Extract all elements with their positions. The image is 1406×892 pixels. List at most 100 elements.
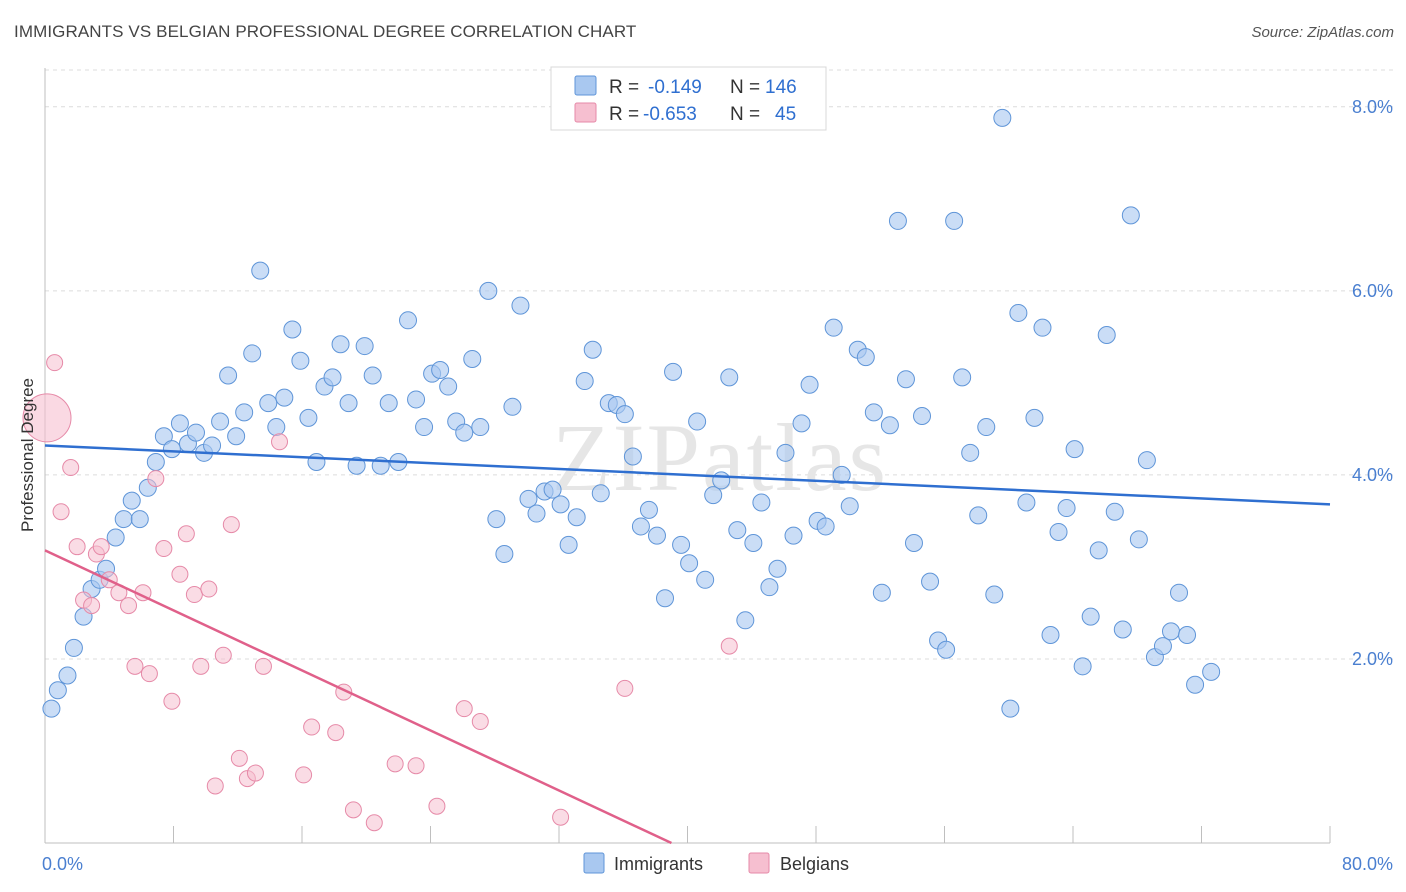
immigrant-point-67 <box>583 340 602 359</box>
immigrant-point-66 <box>575 372 594 391</box>
belgian-point-24 <box>222 516 240 534</box>
immigrant-point-8 <box>106 528 125 547</box>
immigrant-point-64 <box>559 535 578 554</box>
immigrant-point-44 <box>399 311 418 330</box>
belgian-point-31 <box>303 718 321 736</box>
belgian-point-34 <box>344 801 362 819</box>
immigrant-point-116 <box>977 418 996 437</box>
immigrant-point-122 <box>1025 408 1044 427</box>
immigrant-point-141 <box>1178 626 1197 645</box>
immigrant-point-136 <box>1137 451 1156 470</box>
immigrant-point-128 <box>1073 657 1092 676</box>
belgian-point-35 <box>365 814 383 832</box>
bottom-legend-immigrants: Immigrants <box>614 854 703 874</box>
immigrant-point-28 <box>267 418 286 437</box>
y-tick-label-0: 2.0% <box>1352 649 1393 669</box>
immigrant-point-135 <box>1129 530 1148 549</box>
belgian-point-32 <box>327 724 345 742</box>
trend-layer <box>44 444 1331 845</box>
immigrant-point-54 <box>479 281 498 300</box>
immigrant-point-51 <box>455 423 474 442</box>
belgian-point-17 <box>171 565 189 583</box>
immigrant-point-74 <box>639 500 658 519</box>
immigrant-point-9 <box>114 510 133 529</box>
immigrant-point-18 <box>186 423 205 442</box>
immigrant-point-10 <box>122 491 141 510</box>
immigrant-point-3 <box>64 638 83 657</box>
immigrant-point-83 <box>712 471 731 490</box>
immigrant-point-113 <box>953 368 972 387</box>
immigrant-point-120 <box>1009 303 1028 322</box>
belgian-point-40 <box>471 713 489 731</box>
immigrant-point-58 <box>511 296 530 315</box>
immigrant-point-87 <box>744 534 763 553</box>
immigrant-point-57 <box>503 397 522 416</box>
immigrant-point-133 <box>1113 620 1132 639</box>
immigrant-point-97 <box>824 318 843 337</box>
immigrant-point-39 <box>355 337 374 356</box>
immigrant-point-119 <box>1001 699 1020 718</box>
belgian-point-27 <box>246 764 264 782</box>
belgian-point-0 <box>46 354 64 372</box>
immigrant-point-109 <box>921 572 940 591</box>
bottom-legend-belgians: Belgians <box>780 854 849 874</box>
immigrant-point-125 <box>1049 522 1068 541</box>
immigrant-point-25 <box>243 344 262 363</box>
immigrant-point-0 <box>42 699 61 718</box>
immigrant-point-82 <box>704 486 723 505</box>
y-tick-label-3: 8.0% <box>1352 97 1393 117</box>
legend-n-label-belgians: N = <box>730 104 760 125</box>
belgian-point-21 <box>200 580 218 598</box>
immigrant-point-132 <box>1105 502 1124 521</box>
belgian-point-11 <box>126 657 144 675</box>
immigrant-point-106 <box>896 370 915 389</box>
legend-n-value-belgians: 45 <box>775 104 796 125</box>
immigrant-point-76 <box>656 589 675 608</box>
belgian-point-22 <box>206 777 224 795</box>
immigrant-point-30 <box>283 320 302 339</box>
x-tick-label-max: 80.0% <box>1342 854 1393 874</box>
immigrant-point-36 <box>331 335 350 354</box>
immigrant-point-118 <box>993 108 1012 127</box>
belgian-point-19 <box>185 586 203 604</box>
immigrant-point-123 <box>1033 318 1052 337</box>
immigrant-point-45 <box>407 390 426 409</box>
y-tick-labels: 2.0% 4.0% 6.0% 8.0% <box>1352 97 1393 669</box>
immigrant-point-130 <box>1089 541 1108 560</box>
immigrant-point-117 <box>985 585 1004 604</box>
immigrant-point-14 <box>154 427 173 446</box>
immigrant-point-29 <box>275 388 294 407</box>
immigrant-point-20 <box>203 436 222 455</box>
immigrant-point-27 <box>259 394 278 413</box>
belgian-point-10 <box>120 597 138 615</box>
immigrant-point-79 <box>680 554 699 573</box>
immigrant-point-124 <box>1041 626 1060 645</box>
immigrant-point-68 <box>591 484 610 503</box>
immigrant-point-73 <box>631 517 650 536</box>
source-credit: Source: ZipAtlas.com <box>1251 24 1394 41</box>
belgian-point-7 <box>92 538 110 556</box>
immigrant-point-16 <box>170 414 189 433</box>
y-tick-label-1: 4.0% <box>1352 465 1393 485</box>
immigrant-point-56 <box>495 545 514 564</box>
immigrant-point-142 <box>1186 675 1205 694</box>
legend-r-label-belgians: R = <box>609 104 639 125</box>
immigrant-point-78 <box>672 535 691 554</box>
immigrant-point-26 <box>251 261 270 280</box>
belgian-point-14 <box>147 470 165 488</box>
immigrant-point-32 <box>299 408 318 427</box>
immigrant-point-75 <box>647 526 666 545</box>
immigrant-point-42 <box>379 394 398 413</box>
belgian-point-41 <box>552 808 570 826</box>
belgian-point-37 <box>407 757 425 775</box>
y-tick-label-2: 6.0% <box>1352 281 1393 301</box>
grid-layer <box>45 69 1395 660</box>
immigrant-point-80 <box>688 412 707 431</box>
bottom-legend-swatch-immigrants <box>583 852 605 874</box>
immigrant-point-138 <box>1153 637 1172 656</box>
immigrant-point-103 <box>872 583 891 602</box>
immigrant-point-98 <box>832 465 851 484</box>
immigrant-point-2 <box>58 666 77 685</box>
belgian-point-43 <box>720 637 738 655</box>
